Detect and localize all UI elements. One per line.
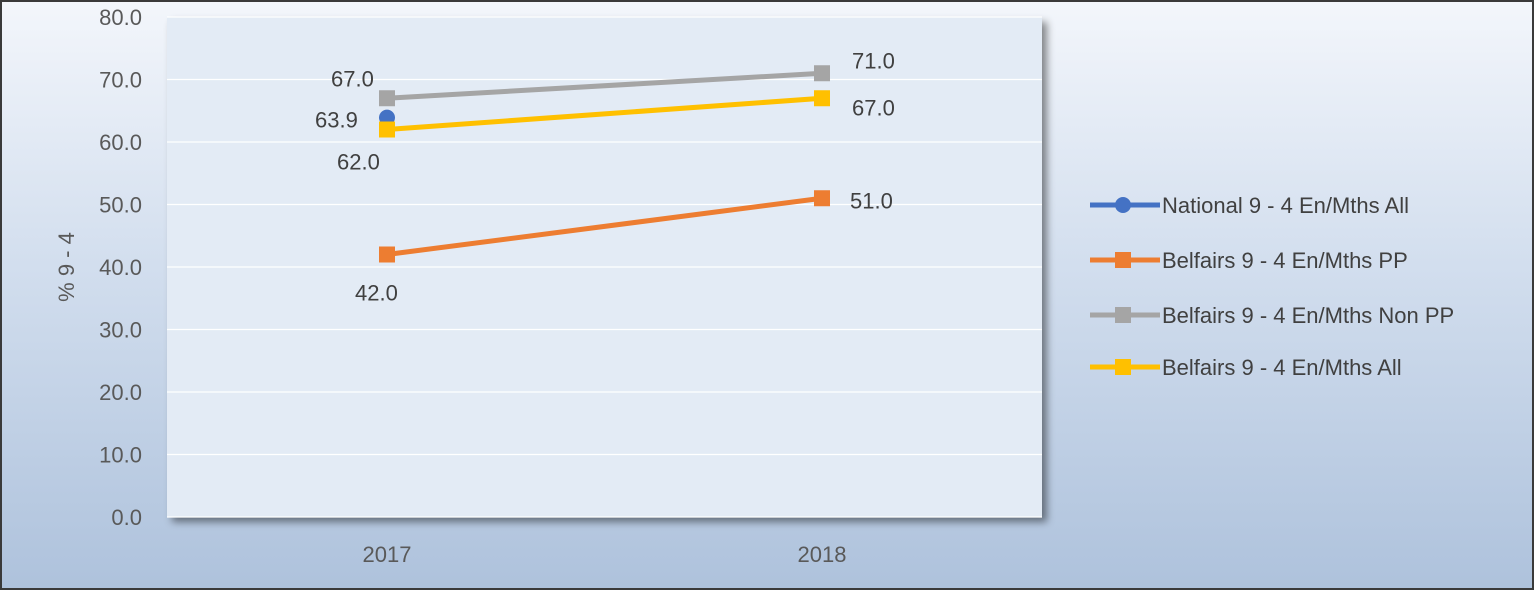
legend-label: Belfairs 9 - 4 En/Mths All bbox=[1162, 355, 1402, 380]
legend: National 9 - 4 En/Mths All Belfairs 9 - 4… bbox=[1090, 193, 1454, 380]
legend-marker bbox=[1115, 359, 1131, 375]
data-label: 62.0 bbox=[337, 150, 380, 175]
data-point bbox=[379, 121, 395, 138]
data-label: 63.9 bbox=[315, 108, 358, 133]
y-tick-label: 10.0 bbox=[99, 443, 142, 468]
series-line bbox=[386, 195, 823, 257]
series-layer bbox=[379, 65, 830, 263]
y-tick-label: 60.0 bbox=[99, 130, 142, 155]
y-tick-label: 50.0 bbox=[99, 193, 142, 218]
y-tick-label: 70.0 bbox=[99, 68, 142, 93]
x-tick-label: 2017 bbox=[363, 542, 412, 567]
data-point bbox=[814, 65, 830, 82]
legend-marker bbox=[1115, 197, 1131, 213]
legend-marker bbox=[1115, 252, 1131, 268]
gridlines bbox=[167, 16, 1042, 518]
data-point bbox=[814, 90, 830, 107]
data-point bbox=[379, 246, 395, 263]
data-label: 67.0 bbox=[331, 66, 374, 91]
data-label: 42.0 bbox=[355, 281, 398, 306]
y-tick-label: 40.0 bbox=[99, 255, 142, 280]
y-tick-label: 30.0 bbox=[99, 318, 142, 343]
data-point bbox=[814, 190, 830, 207]
y-tick-label: 20.0 bbox=[99, 380, 142, 405]
series-line bbox=[386, 70, 823, 101]
legend-label: Belfairs 9 - 4 En/Mths PP bbox=[1162, 248, 1408, 273]
y-axis-ticks: 0.0 10.0 20.0 30.0 40.0 50.0 60.0 70.0 80.0 bbox=[99, 5, 142, 530]
data-label: 67.0 bbox=[852, 95, 895, 120]
data-label: 71.0 bbox=[852, 48, 895, 73]
data-label: 51.0 bbox=[850, 188, 893, 213]
data-labels: 63.9 42.0 51.0 67.0 71.0 62.0 67.0 bbox=[315, 48, 895, 305]
legend-marker bbox=[1115, 307, 1131, 323]
y-tick-label: 0.0 bbox=[111, 505, 142, 530]
y-axis-title: % 9 - 4 bbox=[54, 232, 79, 302]
y-tick-label: 80.0 bbox=[99, 5, 142, 30]
x-axis-ticks: 2017 2018 bbox=[363, 542, 847, 567]
data-point bbox=[379, 90, 395, 107]
series-line bbox=[386, 95, 823, 132]
legend-label: Belfairs 9 - 4 En/Mths Non PP bbox=[1162, 303, 1454, 328]
legend-label: National 9 - 4 En/Mths All bbox=[1162, 193, 1409, 218]
x-tick-label: 2018 bbox=[798, 542, 847, 567]
